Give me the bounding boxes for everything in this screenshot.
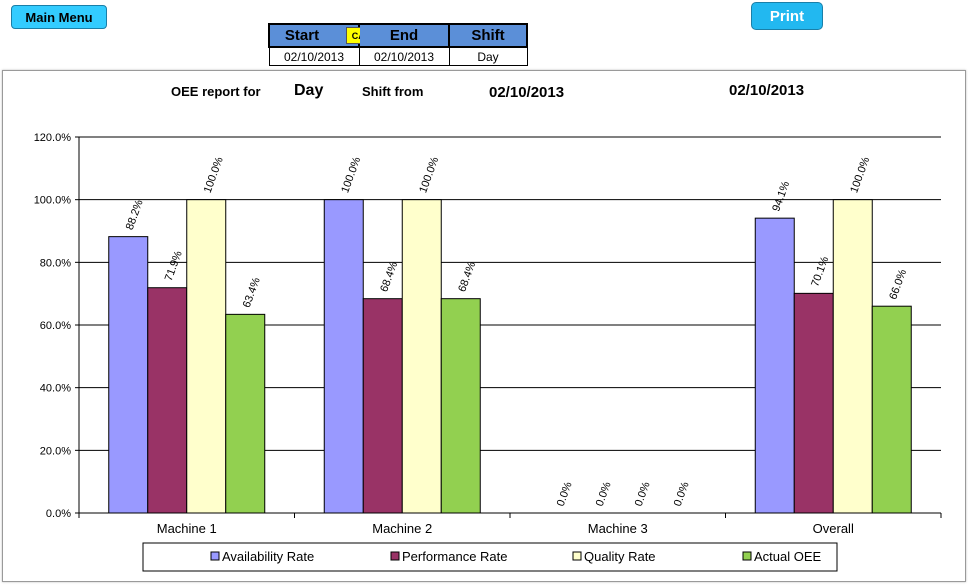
y-tick-label: 20.0% (40, 445, 71, 457)
data-label: 66.0% (887, 268, 909, 302)
y-tick-label: 0.0% (46, 508, 71, 520)
bar-performance-rate (362, 298, 403, 514)
data-label: 0.0% (555, 480, 575, 508)
bar-quality-rate (186, 199, 227, 514)
bar-quality-rate (401, 199, 442, 514)
bar-actual-oee (225, 313, 266, 514)
start-date-field[interactable]: 02/10/2013 (268, 46, 360, 66)
x-category-label: Machine 3 (588, 521, 648, 536)
legend-label: Actual OEE (754, 549, 822, 564)
data-label: 0.0% (594, 480, 614, 508)
data-label: 0.0% (672, 480, 692, 508)
end-date-field[interactable]: 02/10/2013 (358, 46, 450, 66)
report-from-date: 02/10/2013 (489, 84, 565, 101)
legend-label: Performance Rate (402, 549, 508, 564)
data-label: 68.4% (378, 260, 400, 294)
data-label: 71.9% (163, 249, 185, 283)
start-label: Start (284, 27, 320, 44)
end-header: End (358, 23, 450, 48)
report-shift: Day (294, 82, 324, 99)
legend-box (142, 542, 838, 572)
legend-label: Quality Rate (584, 549, 656, 564)
bar-performance-rate (147, 287, 188, 514)
y-tick-label: 40.0% (40, 383, 71, 395)
bar-actual-oee (440, 298, 481, 514)
shift-field[interactable]: Day (448, 46, 528, 66)
chart-frame: OEE report for Day Shift from 02/10/2013… (2, 70, 966, 582)
data-label: 88.2% (124, 198, 146, 232)
data-label: 100.0% (417, 155, 441, 194)
bar-availability-rate (754, 217, 795, 514)
report-prefix: OEE report for (171, 84, 261, 99)
legend-label: Availability Rate (222, 549, 314, 564)
report-to-date: 02/10/2013 (729, 82, 805, 99)
start-header: Start CAL (268, 23, 376, 48)
date-shift-selector: Start CAL End Shift 02/10/2013 02/10/201… (268, 23, 528, 66)
data-label: 100.0% (848, 155, 872, 194)
bar-availability-rate (323, 199, 364, 514)
data-label: 68.4% (456, 260, 478, 294)
x-category-label: Machine 2 (372, 521, 432, 536)
data-label: 94.1% (770, 180, 792, 214)
report-shift-from-label: Shift from (362, 84, 424, 99)
shift-header: Shift (448, 23, 528, 48)
y-tick-label: 120.0% (34, 132, 72, 144)
data-label: 70.1% (809, 255, 831, 289)
oee-bar-chart: 0.0% 20.0% 40.0% 60.0% 80.0% 100.0% 120.0% Mach… (34, 132, 942, 572)
legend-swatch (742, 551, 752, 561)
bar-availability-rate (108, 236, 149, 514)
data-label: 0.0% (633, 480, 653, 508)
legend-swatch (572, 551, 582, 561)
bar-actual-oee (871, 305, 912, 514)
y-tick-label: 60.0% (40, 320, 71, 332)
data-label: 63.4% (241, 276, 263, 310)
legend-swatch (390, 551, 400, 561)
bar-performance-rate (793, 292, 834, 514)
y-tick-label: 80.0% (40, 257, 71, 269)
print-button[interactable]: Print (751, 2, 823, 30)
bar-quality-rate (832, 199, 873, 514)
x-category-label: Machine 1 (157, 521, 217, 536)
main-menu-button[interactable]: Main Menu (11, 5, 107, 29)
x-category-label: Overall (813, 521, 854, 536)
data-label: 100.0% (339, 155, 363, 194)
y-tick-label: 100.0% (34, 195, 72, 207)
data-label: 100.0% (202, 155, 226, 194)
legend-swatch (210, 551, 220, 561)
